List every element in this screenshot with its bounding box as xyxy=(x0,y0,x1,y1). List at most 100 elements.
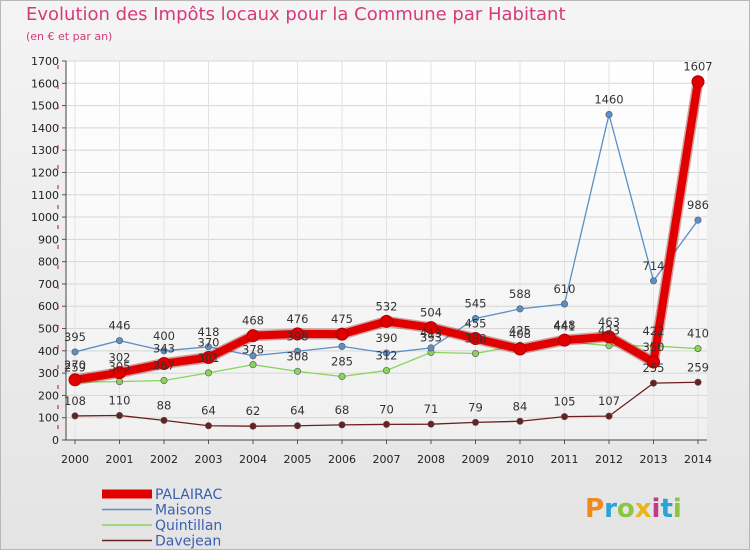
point-quintillan xyxy=(205,369,213,377)
data-label-maisons: 400 xyxy=(153,329,175,343)
point-maisons xyxy=(293,347,301,355)
point-maisons xyxy=(160,347,168,355)
point-davejean xyxy=(382,420,390,428)
data-label-maisons: 446 xyxy=(109,319,131,333)
data-label-davejean: 64 xyxy=(201,404,216,418)
logo-letter: x xyxy=(635,494,652,524)
data-label-palairac: 504 xyxy=(420,306,442,320)
data-label-maisons: 714 xyxy=(643,259,665,273)
point-davejean xyxy=(293,422,301,430)
y-tick-label: 700 xyxy=(38,278,59,291)
data-label-palairac: 468 xyxy=(242,314,264,328)
data-label-palairac: 448 xyxy=(554,318,576,332)
logo-letter: P xyxy=(585,494,604,524)
x-tick-label: 2010 xyxy=(506,453,534,466)
data-label-maisons: 390 xyxy=(376,331,398,345)
y-tick-label: 800 xyxy=(38,256,59,269)
point-palairac xyxy=(113,366,126,380)
data-label-quintillan: 410 xyxy=(687,327,709,341)
point-palairac xyxy=(202,351,215,365)
data-label-palairac: 350 xyxy=(643,340,665,354)
x-tick-label: 2007 xyxy=(373,453,401,466)
point-palairac xyxy=(157,357,171,371)
point-quintillan xyxy=(694,345,702,353)
y-tick-label: 1600 xyxy=(31,77,59,90)
data-label-palairac: 455 xyxy=(465,317,487,331)
data-labels: 3952702591084463053021104003432678841837… xyxy=(64,60,713,418)
legend-label-maisons: Maisons xyxy=(155,503,212,519)
y-tick-label: 900 xyxy=(38,233,59,246)
chart-subtitle: (en € et par an) xyxy=(26,30,113,43)
x-tick-label: 2006 xyxy=(328,453,356,466)
point-palairac xyxy=(380,314,393,328)
point-palairac xyxy=(469,332,482,346)
point-maisons xyxy=(205,343,213,351)
x-tick-label: 2000 xyxy=(61,453,89,466)
point-maisons xyxy=(605,111,613,119)
data-label-davejean: 255 xyxy=(643,361,665,375)
x-tick-label: 2012 xyxy=(595,453,623,466)
y-tick-label: 1300 xyxy=(31,144,59,157)
y-tick-label: 1500 xyxy=(31,100,59,113)
point-maisons xyxy=(427,344,435,352)
point-davejean xyxy=(471,418,479,426)
data-label-maisons: 398 xyxy=(287,329,309,343)
x-tick-label: 2009 xyxy=(462,453,490,466)
data-label-davejean: 70 xyxy=(379,402,394,416)
point-maisons xyxy=(649,277,657,285)
point-palairac xyxy=(558,333,571,347)
point-davejean xyxy=(516,417,524,425)
axes: 0 100 200 300 400 500 600 700 800 900 1000 1100 1200… xyxy=(31,55,712,466)
logo-letter: i xyxy=(652,494,661,524)
data-label-palairac: 476 xyxy=(287,312,309,326)
point-palairac xyxy=(691,75,705,89)
y-tick-label: 100 xyxy=(38,412,59,425)
y-tick-label: 200 xyxy=(38,389,59,402)
legend-label-quintillan: Quintillan xyxy=(155,518,222,534)
point-palairac xyxy=(246,329,260,343)
data-label-palairac: 370 xyxy=(198,336,220,350)
x-tick-label: 2002 xyxy=(150,453,178,466)
point-palairac xyxy=(424,321,438,335)
data-label-davejean: 108 xyxy=(64,394,86,408)
data-label-quintillan: 308 xyxy=(287,349,309,363)
y-tick-label: 1000 xyxy=(31,211,59,224)
point-maisons xyxy=(694,216,702,224)
y-tick-label: 300 xyxy=(38,367,59,380)
data-label-palairac: 1607 xyxy=(683,60,712,74)
data-label-palairac: 270 xyxy=(64,358,86,372)
point-quintillan xyxy=(293,367,301,375)
point-maisons xyxy=(71,348,79,356)
data-label-palairac: 302 xyxy=(109,351,131,365)
point-quintillan xyxy=(338,372,346,380)
y-tick-label: 1100 xyxy=(31,189,59,202)
data-label-davejean: 110 xyxy=(109,393,131,407)
point-davejean xyxy=(160,416,168,424)
data-label-quintillan: 267 xyxy=(153,358,175,372)
data-label-quintillan: 259 xyxy=(64,360,86,374)
y-tick-label: 500 xyxy=(38,323,59,336)
data-label-davejean: 62 xyxy=(246,404,261,418)
logo-letter: t xyxy=(660,494,672,524)
y-tick-label: 1400 xyxy=(31,122,59,135)
data-label-quintillan: 423 xyxy=(598,324,620,338)
data-label-davejean: 79 xyxy=(468,400,483,414)
data-label-maisons: 986 xyxy=(687,198,709,212)
y-tick-label: 0 xyxy=(52,434,59,447)
x-tick-label: 2008 xyxy=(417,453,445,466)
proxiti-logo: Proxiti xyxy=(585,494,682,524)
point-davejean xyxy=(605,412,613,420)
point-davejean xyxy=(116,411,124,419)
data-label-quintillan: 422 xyxy=(643,324,665,338)
data-label-palairac: 343 xyxy=(153,342,175,356)
point-davejean xyxy=(649,379,657,387)
data-label-davejean: 88 xyxy=(157,398,172,412)
x-tick-label: 2005 xyxy=(284,453,312,466)
logo-letter: o xyxy=(617,494,635,524)
point-quintillan xyxy=(160,376,168,384)
point-maisons xyxy=(116,337,124,345)
data-label-davejean: 64 xyxy=(290,404,305,418)
data-label-quintillan: 285 xyxy=(331,354,353,368)
x-tick-label: 2003 xyxy=(195,453,223,466)
